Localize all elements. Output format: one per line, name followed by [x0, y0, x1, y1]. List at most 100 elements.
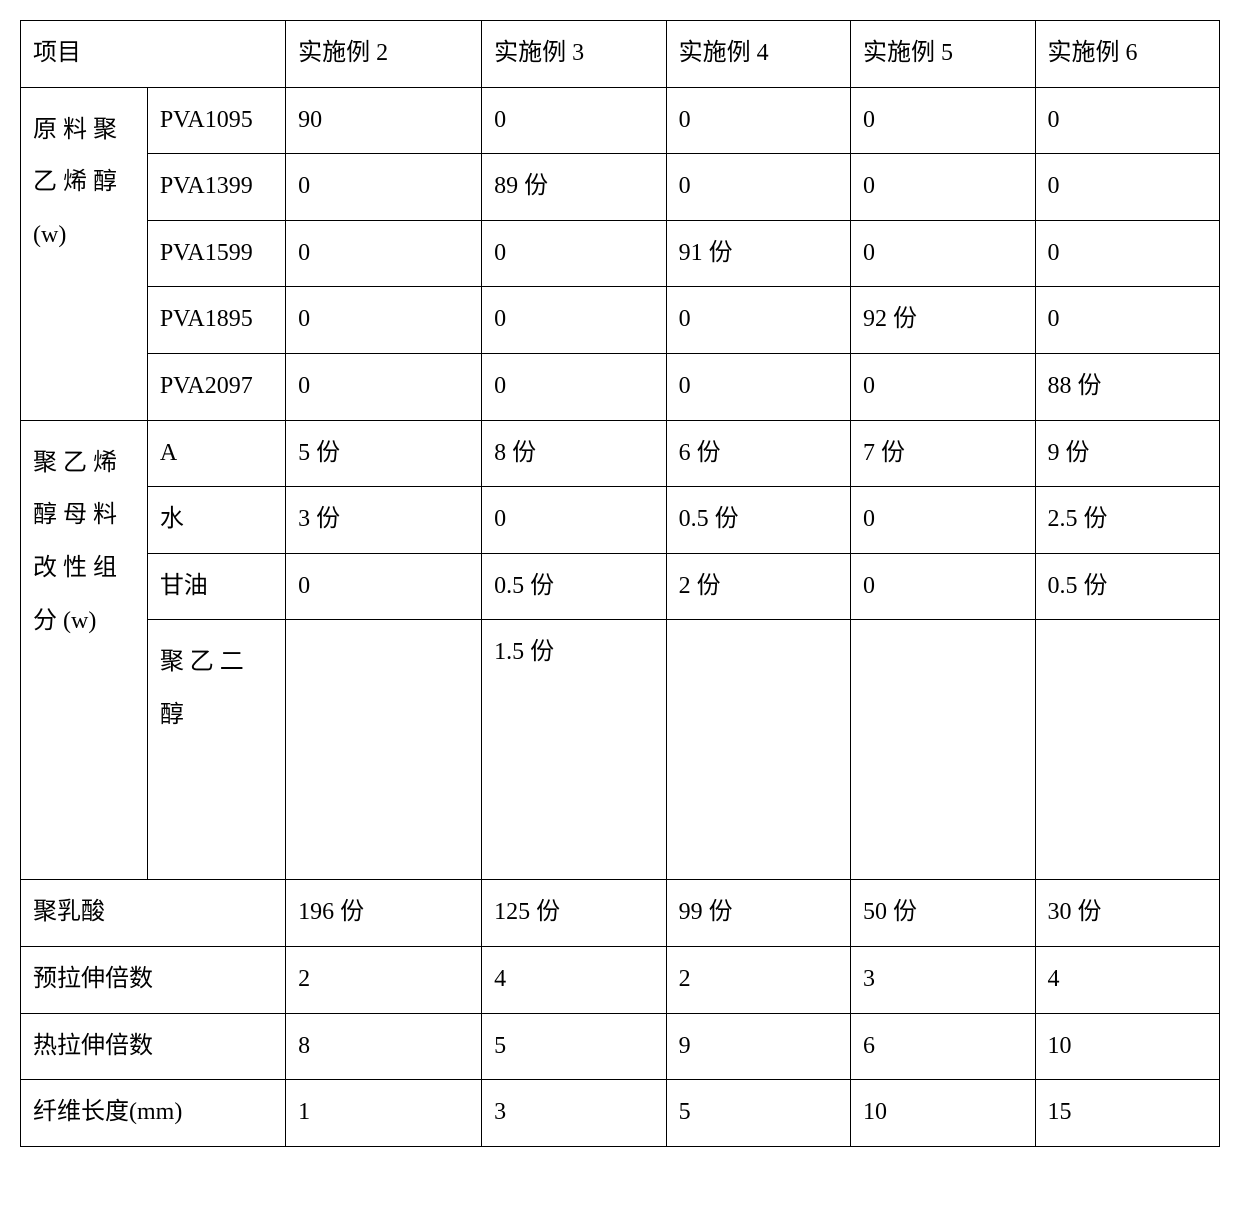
cell-value: 1.5 份	[482, 620, 666, 880]
group1-label: 原 料 聚 乙 烯 醇 (w)	[21, 87, 148, 420]
cell-value: 0	[482, 287, 666, 354]
table-header-row: 项目 实施例 2 实施例 3 实施例 4 实施例 5 实施例 6	[21, 21, 1220, 88]
cell-value: 0	[482, 353, 666, 420]
table-row: 甘油 0 0.5 份 2 份 0 0.5 份	[21, 553, 1220, 620]
cell-name: 纤维长度(mm)	[21, 1080, 286, 1147]
cell-value: 5 份	[286, 420, 482, 487]
cell-value: 3	[482, 1080, 666, 1147]
cell-value	[1035, 620, 1220, 880]
table-row: PVA1599 0 0 91 份 0 0	[21, 220, 1220, 287]
table-row: 纤维长度(mm) 1 3 5 10 15	[21, 1080, 1220, 1147]
table-row: 聚乳酸 196 份 125 份 99 份 50 份 30 份	[21, 880, 1220, 947]
cell-value: 0	[851, 154, 1035, 221]
cell-value: 10	[851, 1080, 1035, 1147]
cell-value: 0	[1035, 287, 1220, 354]
cell-value: 0	[482, 220, 666, 287]
cell-value: 196 份	[286, 880, 482, 947]
cell-name: A	[147, 420, 285, 487]
cell-value: 0.5 份	[666, 487, 850, 554]
cell-value	[851, 620, 1035, 880]
table-row: PVA2097 0 0 0 0 88 份	[21, 353, 1220, 420]
cell-value: 2	[286, 946, 482, 1013]
cell-value: 0	[666, 287, 850, 354]
cell-value: 0.5 份	[1035, 553, 1220, 620]
table-row: PVA1399 0 89 份 0 0 0	[21, 154, 1220, 221]
cell-value: 3	[851, 946, 1035, 1013]
cell-value: 5	[666, 1080, 850, 1147]
header-ex2: 实施例 2	[286, 21, 482, 88]
cell-value: 0	[286, 553, 482, 620]
cell-value: 0	[1035, 87, 1220, 154]
cell-value: 9	[666, 1013, 850, 1080]
table-row: 热拉伸倍数 8 5 9 6 10	[21, 1013, 1220, 1080]
cell-value: 0	[286, 287, 482, 354]
cell-value: 0	[851, 553, 1035, 620]
cell-name: PVA1895	[147, 287, 285, 354]
cell-value: 125 份	[482, 880, 666, 947]
cell-value: 0.5 份	[482, 553, 666, 620]
cell-value: 3 份	[286, 487, 482, 554]
cell-value: 0	[851, 353, 1035, 420]
cell-value: 0	[666, 87, 850, 154]
cell-value: 15	[1035, 1080, 1220, 1147]
header-ex4: 实施例 4	[666, 21, 850, 88]
header-ex6: 实施例 6	[1035, 21, 1220, 88]
cell-value: 10	[1035, 1013, 1220, 1080]
cell-value: 6 份	[666, 420, 850, 487]
cell-name: PVA2097	[147, 353, 285, 420]
cell-value: 5	[482, 1013, 666, 1080]
cell-value: 4	[482, 946, 666, 1013]
cell-name: 水	[147, 487, 285, 554]
cell-value: 2.5 份	[1035, 487, 1220, 554]
cell-value: 9 份	[1035, 420, 1220, 487]
cell-value	[666, 620, 850, 880]
cell-value: 0	[851, 87, 1035, 154]
cell-value: 0	[482, 87, 666, 154]
group2-label: 聚 乙 烯 醇 母 料 改 性 组 分 (w)	[21, 420, 148, 880]
cell-value: 91 份	[666, 220, 850, 287]
cell-name: 热拉伸倍数	[21, 1013, 286, 1080]
cell-name: 聚乳酸	[21, 880, 286, 947]
table-row: 聚 乙 二 醇 1.5 份	[21, 620, 1220, 880]
cell-value	[286, 620, 482, 880]
cell-value: 2 份	[666, 553, 850, 620]
cell-value: 99 份	[666, 880, 850, 947]
cell-value: 1	[286, 1080, 482, 1147]
table-row: 原 料 聚 乙 烯 醇 (w) PVA1095 90 0 0 0 0	[21, 87, 1220, 154]
cell-value: 8 份	[482, 420, 666, 487]
cell-value: 90	[286, 87, 482, 154]
cell-value: 0	[1035, 154, 1220, 221]
table-row: 预拉伸倍数 2 4 2 3 4	[21, 946, 1220, 1013]
cell-value: 88 份	[1035, 353, 1220, 420]
cell-value: 0	[286, 220, 482, 287]
cell-value: 4	[1035, 946, 1220, 1013]
cell-value: 0	[851, 487, 1035, 554]
table-row: PVA1895 0 0 0 92 份 0	[21, 287, 1220, 354]
cell-name: PVA1095	[147, 87, 285, 154]
cell-value: 89 份	[482, 154, 666, 221]
data-table: 项目 实施例 2 实施例 3 实施例 4 实施例 5 实施例 6 原 料 聚 乙…	[20, 20, 1220, 1147]
cell-value: 2	[666, 946, 850, 1013]
cell-name: PVA1399	[147, 154, 285, 221]
cell-value: 0	[666, 353, 850, 420]
cell-value: 0	[666, 154, 850, 221]
header-ex5: 实施例 5	[851, 21, 1035, 88]
cell-value: 8	[286, 1013, 482, 1080]
cell-name: 预拉伸倍数	[21, 946, 286, 1013]
cell-value: 7 份	[851, 420, 1035, 487]
cell-value: 30 份	[1035, 880, 1220, 947]
cell-value: 92 份	[851, 287, 1035, 354]
table-row: 水 3 份 0 0.5 份 0 2.5 份	[21, 487, 1220, 554]
cell-value: 6	[851, 1013, 1035, 1080]
cell-value: 0	[286, 154, 482, 221]
cell-value: 0	[1035, 220, 1220, 287]
cell-value: 0	[286, 353, 482, 420]
header-ex3: 实施例 3	[482, 21, 666, 88]
cell-value: 0	[851, 220, 1035, 287]
cell-name: 聚 乙 二 醇	[147, 620, 285, 880]
cell-name: PVA1599	[147, 220, 285, 287]
cell-name: 甘油	[147, 553, 285, 620]
cell-value: 50 份	[851, 880, 1035, 947]
table-row: 聚 乙 烯 醇 母 料 改 性 组 分 (w) A 5 份 8 份 6 份 7 …	[21, 420, 1220, 487]
header-project: 项目	[21, 21, 286, 88]
